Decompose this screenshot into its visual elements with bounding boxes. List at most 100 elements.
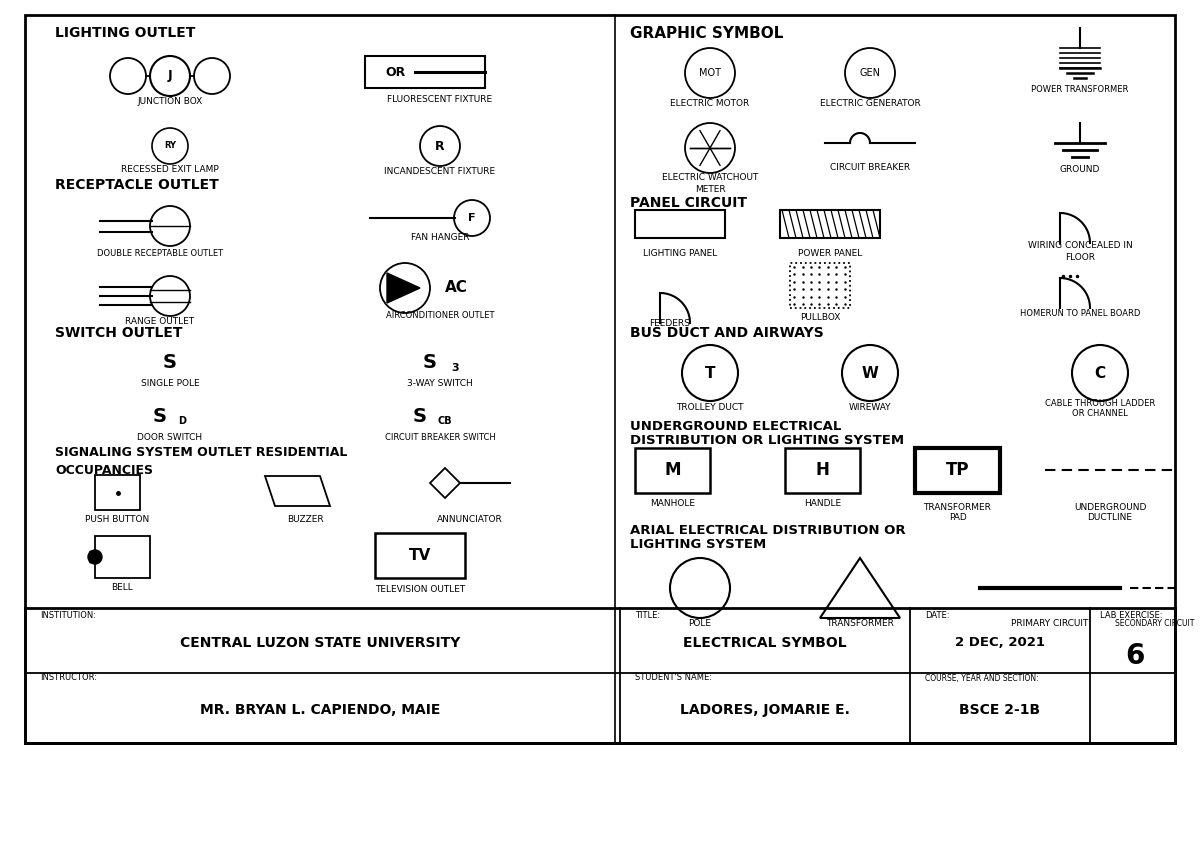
- Text: HOMERUN TO PANEL BOARD: HOMERUN TO PANEL BOARD: [1020, 309, 1140, 317]
- Text: FLOOR: FLOOR: [1066, 253, 1096, 261]
- Text: S: S: [424, 354, 437, 372]
- Text: TELEVISION OUTLET: TELEVISION OUTLET: [374, 585, 466, 594]
- Text: PULLBOX: PULLBOX: [800, 314, 840, 322]
- Text: LIGHTING OUTLET: LIGHTING OUTLET: [55, 26, 196, 40]
- Bar: [365, 56, 485, 88]
- Text: JUNCTION BOX: JUNCTION BOX: [137, 98, 203, 107]
- Text: CENTRAL LUZON STATE UNIVERSITY: CENTRAL LUZON STATE UNIVERSITY: [180, 636, 460, 650]
- Text: TRANSFORMER: TRANSFORMER: [924, 503, 991, 511]
- Text: PUSH BUTTON: PUSH BUTTON: [85, 516, 150, 525]
- Text: DOOR SWITCH: DOOR SWITCH: [138, 433, 203, 443]
- Text: GRAPHIC SYMBOL: GRAPHIC SYMBOL: [630, 25, 784, 41]
- Text: ANNUNCIATOR: ANNUNCIATOR: [437, 516, 503, 525]
- Bar: [25, 15, 1175, 743]
- Bar: [780, 210, 880, 238]
- Text: UNDERGROUND: UNDERGROUND: [1074, 503, 1146, 511]
- Text: MR. BRYAN L. CAPIENDO, MAIE: MR. BRYAN L. CAPIENDO, MAIE: [200, 703, 440, 717]
- Text: CB: CB: [438, 416, 452, 426]
- Text: FLUORESCENT FIXTURE: FLUORESCENT FIXTURE: [388, 96, 492, 104]
- Text: INSTRUCTOR:: INSTRUCTOR:: [40, 673, 97, 683]
- Text: ELECTRICAL SYMBOL: ELECTRICAL SYMBOL: [683, 636, 847, 650]
- Text: H: H: [816, 461, 829, 479]
- Text: PRIMARY CIRCUIT: PRIMARY CIRCUIT: [1012, 618, 1088, 628]
- Text: POWER PANEL: POWER PANEL: [798, 249, 862, 259]
- Text: BUS DUCT AND AIRWAYS: BUS DUCT AND AIRWAYS: [630, 326, 823, 340]
- Bar: [95, 475, 140, 510]
- Text: 6: 6: [1126, 642, 1145, 670]
- Text: SWITCH OUTLET: SWITCH OUTLET: [55, 326, 182, 340]
- Text: T: T: [704, 365, 715, 381]
- Bar: [25, 608, 1175, 743]
- Text: POWER TRANSFORMER: POWER TRANSFORMER: [1031, 86, 1129, 94]
- Text: METER: METER: [695, 185, 725, 193]
- Polygon shape: [90, 551, 95, 563]
- Text: DISTRIBUTION OR LIGHTING SYSTEM: DISTRIBUTION OR LIGHTING SYSTEM: [630, 433, 904, 447]
- Text: DUCTLINE: DUCTLINE: [1087, 514, 1133, 522]
- Bar: [785, 448, 860, 493]
- Bar: [635, 448, 710, 493]
- Text: 2 DEC, 2021: 2 DEC, 2021: [955, 637, 1045, 650]
- Bar: [95, 536, 150, 578]
- Text: RECEPTACLE OUTLET: RECEPTACLE OUTLET: [55, 178, 218, 192]
- Text: FEEDERS: FEEDERS: [649, 319, 690, 327]
- Text: 3-WAY SWITCH: 3-WAY SWITCH: [407, 380, 473, 388]
- Text: M: M: [665, 461, 680, 479]
- Text: AC: AC: [445, 281, 468, 295]
- Text: S: S: [413, 406, 427, 426]
- Text: INSTITUTION:: INSTITUTION:: [40, 611, 96, 621]
- Text: TROLLEY DUCT: TROLLEY DUCT: [677, 404, 744, 412]
- Text: STUDENT'S NAME:: STUDENT'S NAME:: [635, 673, 712, 683]
- Text: ELECTRIC MOTOR: ELECTRIC MOTOR: [671, 98, 750, 108]
- Text: FAN HANGER: FAN HANGER: [410, 233, 469, 243]
- Text: POLE: POLE: [689, 618, 712, 628]
- Text: MANHOLE: MANHOLE: [650, 499, 695, 509]
- Text: DOUBLE RECEPTABLE OUTLET: DOUBLE RECEPTABLE OUTLET: [97, 248, 223, 258]
- Text: GROUND: GROUND: [1060, 165, 1100, 175]
- Text: S: S: [163, 354, 178, 372]
- Text: SECONDARY CIRCUIT: SECONDARY CIRCUIT: [1115, 618, 1195, 628]
- Text: OR: OR: [385, 65, 406, 79]
- Text: INCANDESCENT FIXTURE: INCANDESCENT FIXTURE: [384, 168, 496, 176]
- Text: WIRING CONCEALED IN: WIRING CONCEALED IN: [1027, 242, 1133, 250]
- Text: SINGLE POLE: SINGLE POLE: [140, 380, 199, 388]
- Text: J: J: [168, 70, 173, 82]
- Bar: [374, 533, 466, 578]
- Text: WIREWAY: WIREWAY: [848, 404, 892, 412]
- Text: PANEL CIRCUIT: PANEL CIRCUIT: [630, 196, 746, 210]
- Text: RY: RY: [164, 142, 176, 150]
- Text: D: D: [178, 416, 186, 426]
- Text: DATE:: DATE:: [925, 611, 949, 621]
- Bar: [916, 448, 1000, 493]
- Text: GEN: GEN: [859, 68, 881, 78]
- Text: ELECTRIC GENERATOR: ELECTRIC GENERATOR: [820, 98, 920, 108]
- Text: S: S: [154, 406, 167, 426]
- Text: BELL: BELL: [112, 583, 133, 593]
- Text: LAB EXERCISE:: LAB EXERCISE:: [1100, 611, 1163, 621]
- Text: LIGHTING SYSTEM: LIGHTING SYSTEM: [630, 538, 767, 550]
- Bar: [790, 263, 850, 308]
- Text: CIRCUIT BREAKER SWITCH: CIRCUIT BREAKER SWITCH: [385, 433, 496, 443]
- Text: BUZZER: BUZZER: [287, 516, 323, 525]
- Text: RANGE OUTLET: RANGE OUTLET: [126, 317, 194, 326]
- Text: W: W: [862, 365, 878, 381]
- Text: LADORES, JOMARIE E.: LADORES, JOMARIE E.: [680, 703, 850, 717]
- Text: TP: TP: [946, 461, 970, 479]
- Text: 3: 3: [451, 363, 458, 373]
- Text: CIRCUIT BREAKER: CIRCUIT BREAKER: [830, 164, 910, 172]
- Bar: [635, 210, 725, 238]
- Text: BSCE 2-1B: BSCE 2-1B: [960, 703, 1040, 717]
- Text: AIRCONDITIONER OUTLET: AIRCONDITIONER OUTLET: [385, 311, 494, 321]
- Polygon shape: [386, 273, 420, 303]
- Text: F: F: [468, 213, 475, 223]
- Text: PAD: PAD: [949, 514, 966, 522]
- Text: COURSE, YEAR AND SECTION:: COURSE, YEAR AND SECTION:: [925, 673, 1039, 683]
- Text: TITLE:: TITLE:: [635, 611, 660, 621]
- Text: ELECTRIC WATCHOUT: ELECTRIC WATCHOUT: [662, 174, 758, 182]
- Text: CABLE THROUGH LADDER: CABLE THROUGH LADDER: [1045, 399, 1156, 408]
- Text: OR CHANNEL: OR CHANNEL: [1072, 410, 1128, 419]
- Circle shape: [88, 550, 102, 564]
- Text: LIGHTING PANEL: LIGHTING PANEL: [643, 249, 718, 259]
- Text: TRANSFORMER: TRANSFORMER: [826, 618, 894, 628]
- Text: SIGNALING SYSTEM OUTLET RESIDENTIAL: SIGNALING SYSTEM OUTLET RESIDENTIAL: [55, 447, 347, 460]
- Text: UNDERGROUND ELECTRICAL: UNDERGROUND ELECTRICAL: [630, 420, 841, 432]
